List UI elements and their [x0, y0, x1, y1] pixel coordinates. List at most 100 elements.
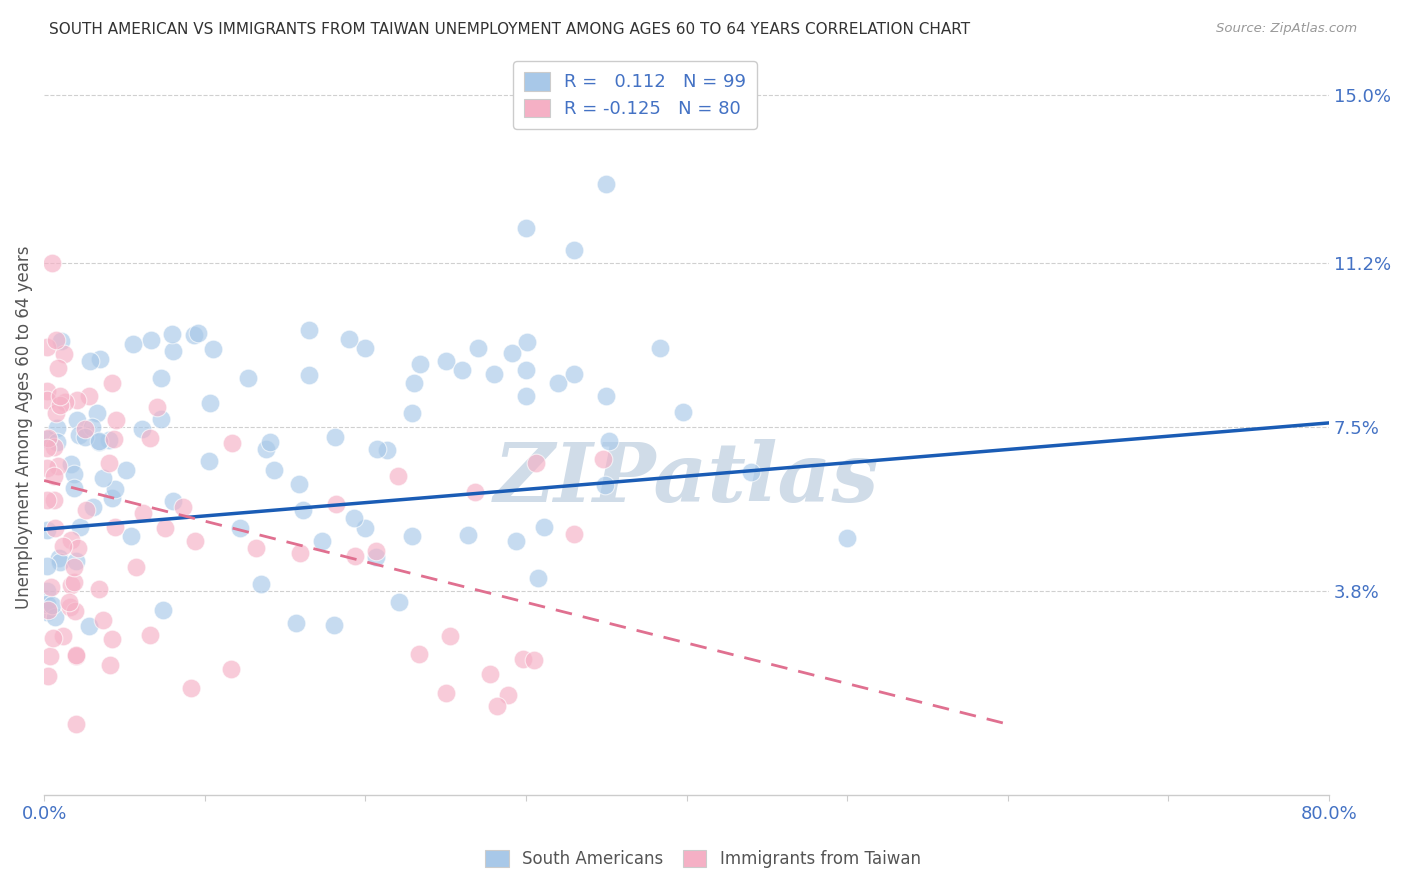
Point — [132, 507, 155, 521]
Point — [149, 371, 172, 385]
Point — [42, 468, 65, 483]
Point — [37, 584, 59, 599]
Point — [501, 346, 523, 360]
Point — [41, 256, 63, 270]
Point — [366, 550, 388, 565]
Point — [139, 432, 162, 446]
Point — [91, 613, 114, 627]
Point — [595, 177, 617, 191]
Point — [516, 334, 538, 349]
Point — [62, 467, 84, 481]
Point — [63, 560, 86, 574]
Point — [100, 491, 122, 505]
Point — [515, 389, 537, 403]
Point — [65, 554, 87, 568]
Point — [79, 354, 101, 368]
Point — [45, 406, 67, 420]
Point — [66, 541, 89, 555]
Point — [98, 433, 121, 447]
Point — [408, 647, 430, 661]
Point — [139, 628, 162, 642]
Point — [115, 462, 138, 476]
Point — [125, 560, 148, 574]
Point — [228, 521, 250, 535]
Point — [105, 413, 128, 427]
Legend: South Americans, Immigrants from Taiwan: South Americans, Immigrants from Taiwan — [478, 843, 928, 875]
Point — [402, 376, 425, 390]
Point — [837, 531, 859, 545]
Point — [44, 521, 66, 535]
Point — [77, 389, 100, 403]
Point — [515, 221, 537, 235]
Text: ZIPatlas: ZIPatlas — [494, 439, 879, 519]
Point — [562, 243, 585, 257]
Point — [86, 406, 108, 420]
Point — [284, 615, 307, 630]
Point — [45, 334, 67, 348]
Point — [288, 476, 311, 491]
Point — [202, 342, 225, 356]
Point — [325, 497, 347, 511]
Point — [89, 434, 111, 448]
Point — [292, 503, 315, 517]
Point — [75, 422, 97, 436]
Point — [131, 422, 153, 436]
Point — [63, 482, 86, 496]
Point — [48, 555, 70, 569]
Point — [409, 357, 432, 371]
Point — [65, 648, 87, 663]
Point — [37, 523, 59, 537]
Point — [434, 354, 457, 368]
Point — [183, 327, 205, 342]
Point — [52, 539, 75, 553]
Point — [598, 434, 620, 449]
Point — [245, 541, 267, 555]
Point — [162, 493, 184, 508]
Point — [486, 698, 509, 713]
Point — [37, 597, 59, 611]
Point — [401, 529, 423, 543]
Point — [323, 430, 346, 444]
Point — [41, 598, 63, 612]
Point — [58, 595, 80, 609]
Point — [37, 603, 59, 617]
Point — [311, 533, 333, 548]
Text: Source: ZipAtlas.com: Source: ZipAtlas.com — [1216, 22, 1357, 36]
Point — [65, 649, 87, 664]
Point — [467, 341, 489, 355]
Point — [354, 341, 377, 355]
Point — [49, 389, 72, 403]
Point — [37, 460, 59, 475]
Point — [120, 529, 142, 543]
Point — [450, 363, 472, 377]
Point — [46, 360, 69, 375]
Point — [592, 451, 614, 466]
Point — [104, 519, 127, 533]
Point — [63, 575, 86, 590]
Point — [103, 433, 125, 447]
Point — [478, 667, 501, 681]
Point — [298, 323, 321, 337]
Point — [323, 618, 346, 632]
Point — [91, 471, 114, 485]
Point — [464, 484, 486, 499]
Point — [82, 420, 104, 434]
Point — [46, 435, 69, 450]
Point — [162, 344, 184, 359]
Point — [75, 503, 97, 517]
Point — [337, 332, 360, 346]
Point — [377, 442, 399, 457]
Point — [562, 527, 585, 541]
Point — [180, 681, 202, 695]
Point — [524, 457, 547, 471]
Point — [740, 465, 762, 479]
Point — [250, 576, 273, 591]
Point — [236, 370, 259, 384]
Point — [482, 367, 505, 381]
Point — [298, 368, 321, 383]
Point — [44, 492, 66, 507]
Point — [547, 376, 569, 390]
Point — [152, 602, 174, 616]
Point — [39, 648, 62, 663]
Point — [104, 482, 127, 496]
